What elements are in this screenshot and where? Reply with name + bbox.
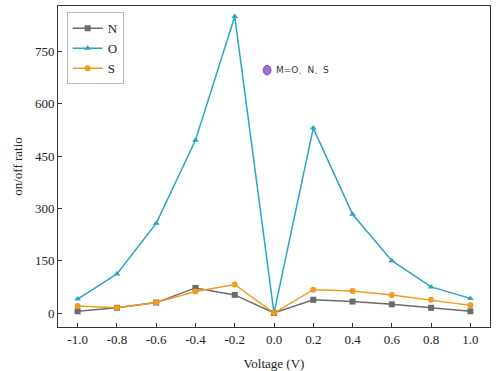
svg-text:S: S bbox=[108, 61, 115, 76]
svg-text:450: 450 bbox=[35, 149, 55, 164]
svg-text:-0.6: -0.6 bbox=[146, 332, 167, 347]
svg-text:0.4: 0.4 bbox=[344, 332, 361, 347]
svg-text:750: 750 bbox=[35, 44, 55, 59]
svg-text:300: 300 bbox=[35, 201, 55, 216]
svg-text:600: 600 bbox=[35, 96, 55, 111]
svg-text:-0.8: -0.8 bbox=[107, 332, 128, 347]
svg-text:150: 150 bbox=[35, 253, 55, 268]
svg-text:1.0: 1.0 bbox=[462, 332, 478, 347]
svg-text:O: O bbox=[108, 41, 117, 56]
svg-text:0.0: 0.0 bbox=[266, 332, 282, 347]
svg-text:Voltage (V): Voltage (V) bbox=[244, 356, 305, 371]
svg-text:0.2: 0.2 bbox=[305, 332, 321, 347]
svg-text:N: N bbox=[108, 21, 118, 36]
svg-text:on/off ratio: on/off ratio bbox=[10, 137, 25, 196]
svg-text:-0.2: -0.2 bbox=[224, 332, 245, 347]
svg-text:0.8: 0.8 bbox=[423, 332, 439, 347]
svg-text:0: 0 bbox=[48, 306, 55, 321]
svg-text:-0.4: -0.4 bbox=[185, 332, 206, 347]
svg-text:M=O、N、S: M=O、N、S bbox=[276, 65, 329, 75]
svg-text:-1.0: -1.0 bbox=[67, 332, 88, 347]
svg-text:0.6: 0.6 bbox=[384, 332, 401, 347]
